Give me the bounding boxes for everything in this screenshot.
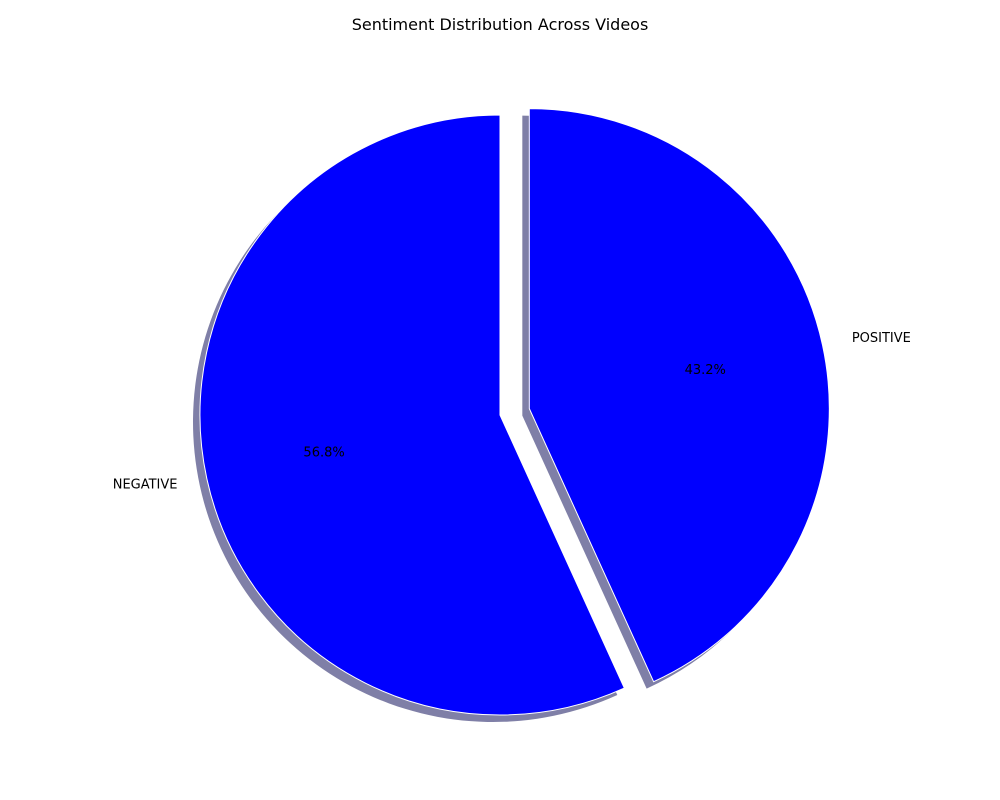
pie-slice-positive [528,108,830,683]
slice-label-negative: NEGATIVE [113,477,178,492]
label-layer: POSITIVE 43.2% NEGATIVE 56.8% [113,331,911,492]
slice-label-positive: POSITIVE [852,331,911,346]
chart-title: Sentiment Distribution Across Videos [352,15,649,34]
pie-slice-negative [199,114,625,716]
slice-percent-negative: 56.8% [303,446,344,461]
slice-layer [199,108,830,716]
slice-percent-positive: 43.2% [685,363,726,378]
